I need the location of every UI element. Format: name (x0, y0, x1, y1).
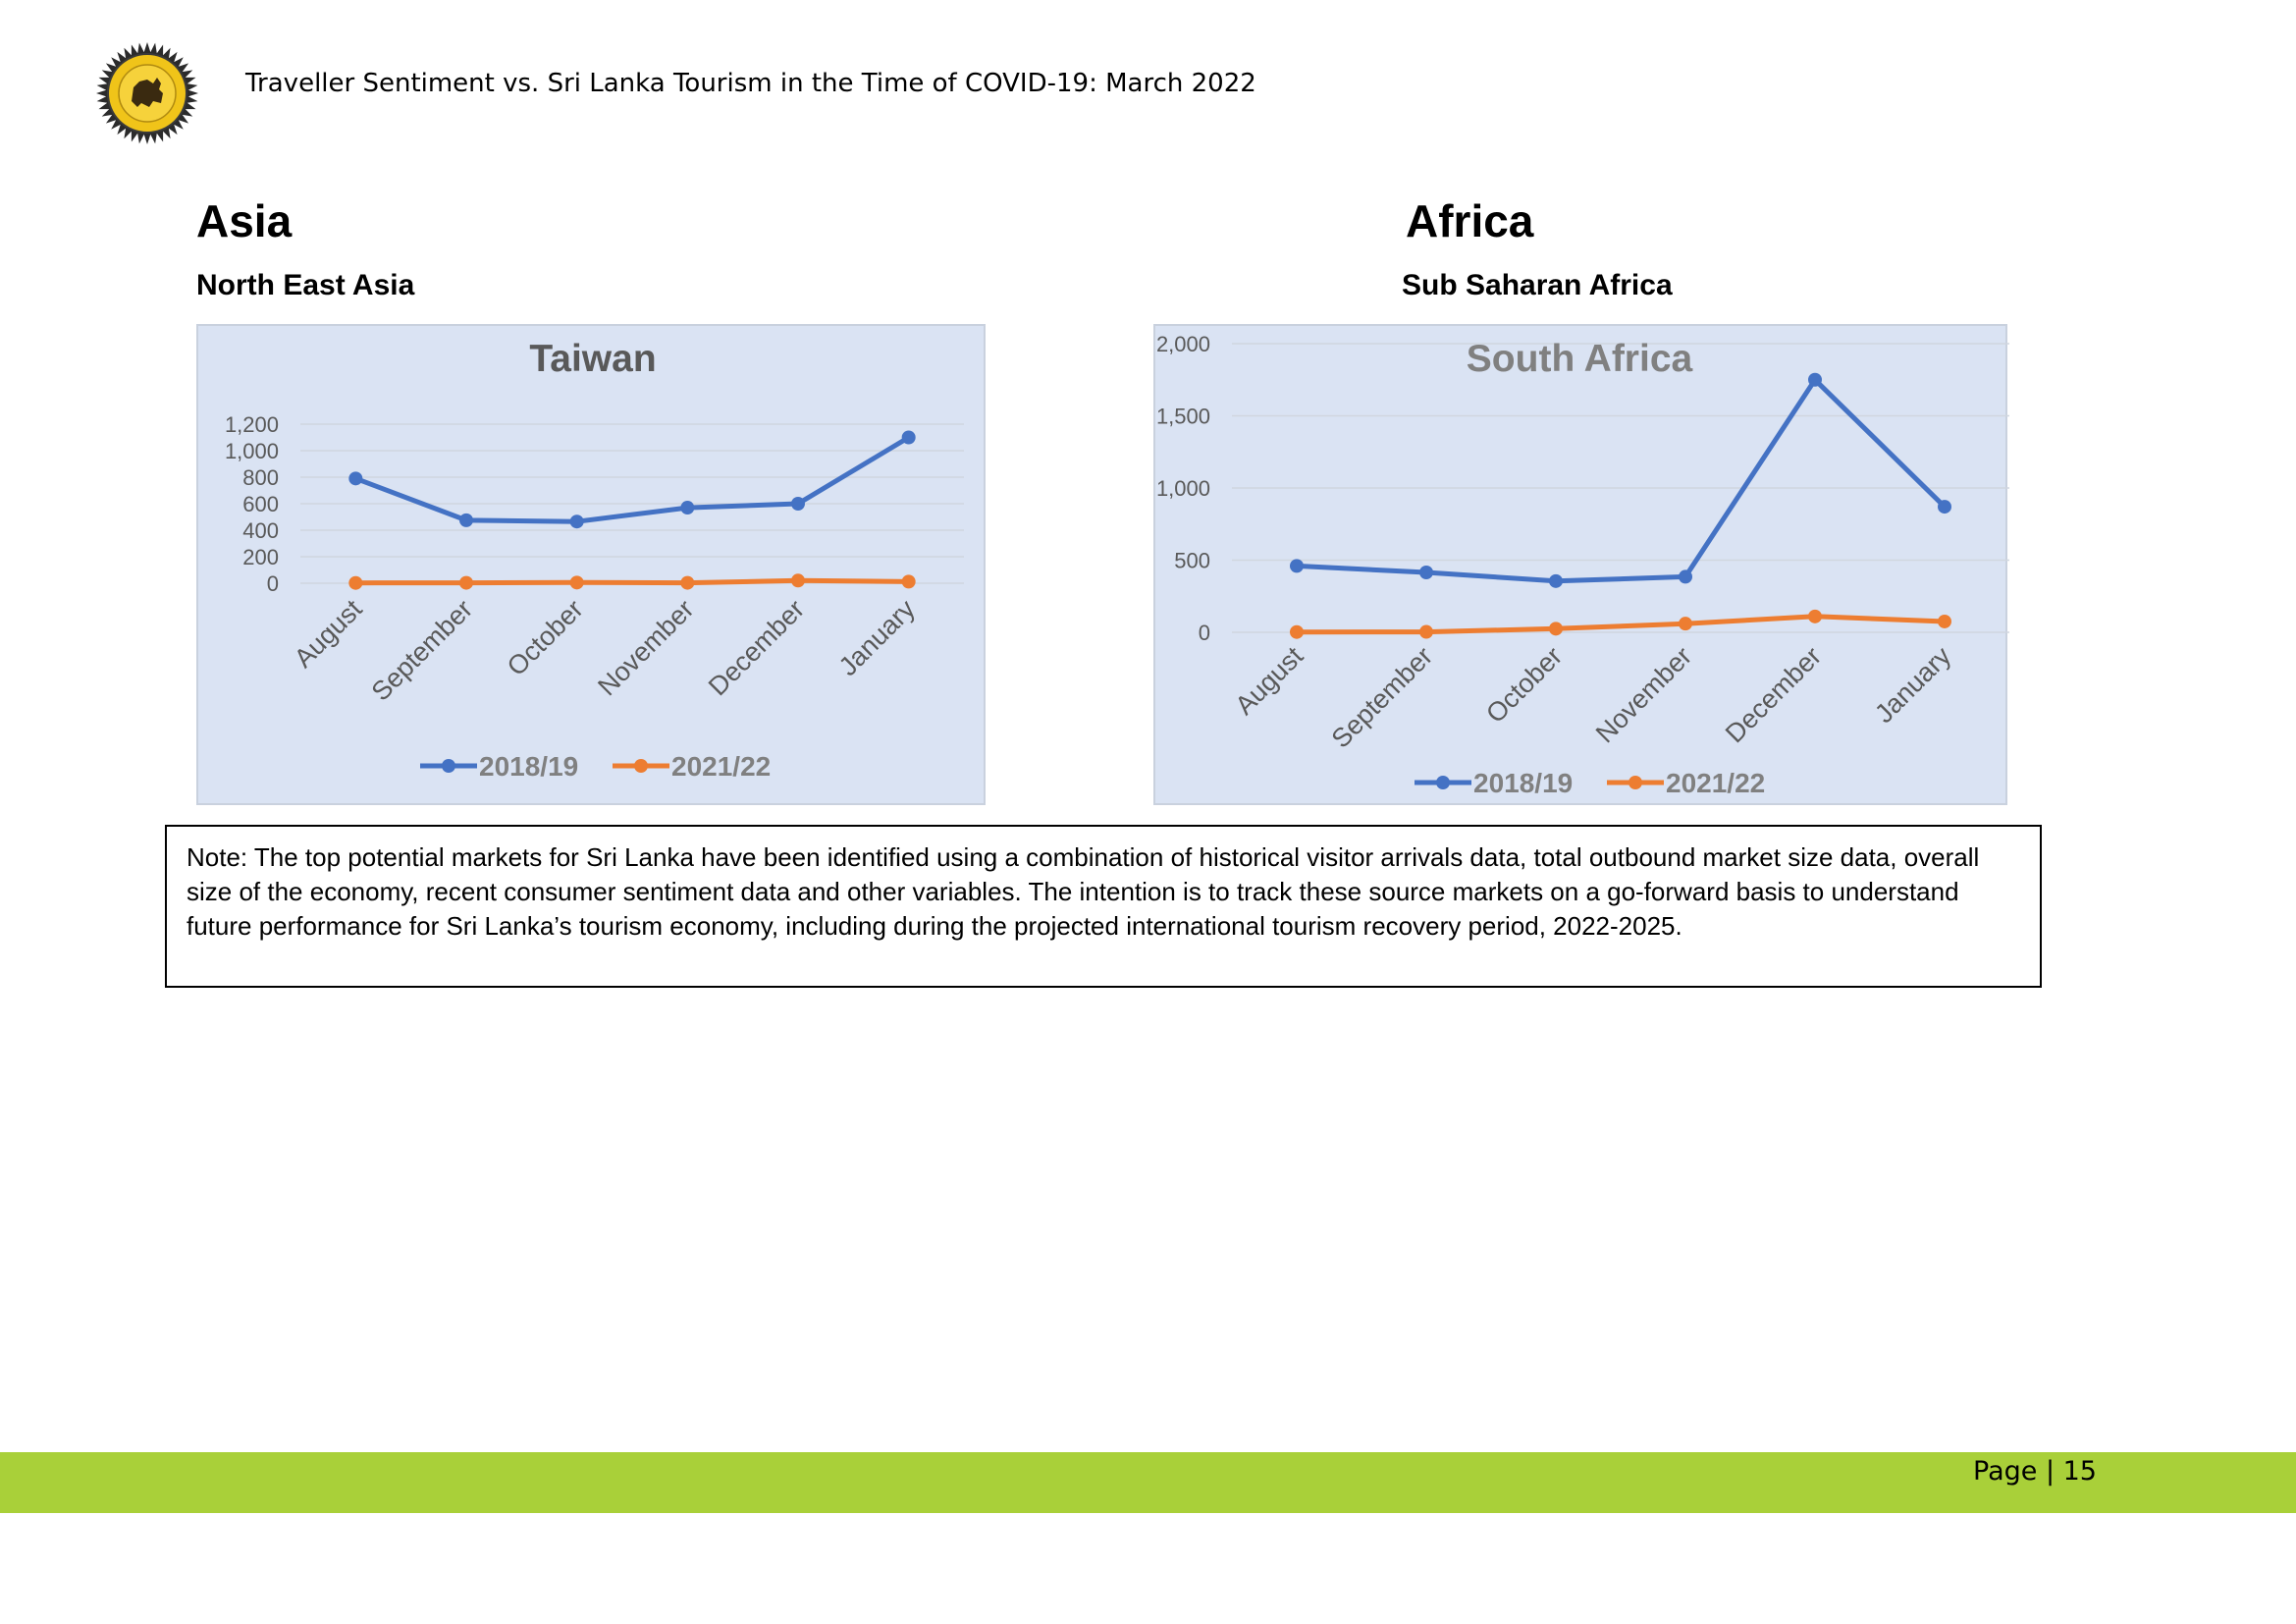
data-point (791, 573, 805, 588)
data-point (901, 574, 916, 589)
data-point (1290, 624, 1304, 639)
y-tick-label: 400 (242, 518, 279, 543)
x-category-label: January (833, 594, 921, 681)
y-tick-label: 600 (242, 492, 279, 516)
taiwan-line-chart: 0 200 400 600 800 1,000 1,200 Taiwan August Septe… (196, 324, 986, 805)
y-tick-label: 500 (1174, 549, 1210, 573)
data-point (901, 430, 916, 445)
series-line-2018-19 (354, 435, 910, 524)
y-tick-label: 1,000 (225, 439, 279, 463)
y-tick-label: 1,000 (1156, 476, 1210, 501)
legend-label: 2021/22 (1666, 768, 1765, 798)
legend-marker (442, 759, 455, 773)
chart-title: South Africa (1467, 338, 1693, 380)
y-tick-label: 200 (242, 545, 279, 569)
x-category-label: August (289, 594, 368, 674)
subregion-heading-north-east-asia: North East Asia (196, 269, 415, 301)
sri-lanka-tourism-seal-icon (93, 39, 201, 147)
x-category-label: December (1720, 641, 1827, 748)
y-tick-label: 0 (1199, 621, 1210, 645)
data-point (680, 501, 695, 515)
data-point (1679, 569, 1692, 584)
series-line-2018-19 (1296, 377, 1947, 584)
legend-marker (634, 759, 648, 773)
x-category-label: January (1869, 641, 1956, 729)
data-point (1808, 372, 1822, 387)
data-point (1938, 614, 1951, 628)
page-number: Page | 15 (1973, 1456, 2097, 1487)
legend-label: 2021/22 (671, 751, 771, 782)
data-point (459, 513, 473, 527)
region-heading-asia: Asia (196, 195, 293, 246)
chart-title: Taiwan (529, 338, 656, 380)
x-category-label: October (1480, 641, 1568, 729)
x-category-label: September (366, 594, 479, 707)
y-tick-label: 1,500 (1156, 405, 1210, 429)
data-point (569, 514, 584, 529)
series-line-2021-22 (1296, 614, 1946, 635)
x-category-label: September (1326, 641, 1439, 754)
data-point (569, 575, 584, 590)
x-category-label: December (703, 594, 810, 701)
subregion-heading-sub-saharan-africa: Sub Saharan Africa (1402, 269, 1673, 301)
data-point (1290, 559, 1304, 573)
data-point (1549, 573, 1563, 588)
y-tick-label: 1,200 (225, 412, 279, 437)
methodology-note: Note: The top potential markets for Sri … (165, 825, 2042, 988)
data-point (1549, 622, 1563, 636)
y-tick-label: 0 (267, 571, 279, 596)
data-point (348, 471, 363, 486)
x-category-label: November (1590, 641, 1697, 748)
document-title: Traveller Sentiment vs. Sri Lanka Touris… (245, 69, 1256, 98)
x-category-label: November (592, 594, 699, 701)
data-point (1679, 617, 1692, 631)
data-point (791, 497, 805, 511)
series-line-2021-22 (355, 577, 909, 586)
x-category-label: October (502, 594, 589, 681)
legend-marker (1629, 776, 1642, 789)
legend-label: 2018/19 (479, 751, 578, 782)
data-point (348, 575, 363, 590)
data-point (459, 575, 473, 590)
y-tick-label: 2,000 (1156, 332, 1210, 356)
legend-label: 2018/19 (1473, 768, 1573, 798)
data-point (1419, 565, 1433, 579)
data-point (1419, 624, 1433, 639)
south-africa-line-chart: 0 500 1,000 1,500 2,000 South Africa August Sep… (1153, 324, 2009, 805)
data-point (1938, 500, 1951, 514)
region-heading-africa: Africa (1406, 195, 1534, 246)
footer-bar (0, 1452, 2296, 1513)
legend-marker (1436, 776, 1450, 789)
x-category-label: August (1230, 641, 1309, 721)
y-tick-label: 800 (242, 465, 279, 490)
data-point (1808, 609, 1822, 623)
data-point (680, 575, 695, 590)
